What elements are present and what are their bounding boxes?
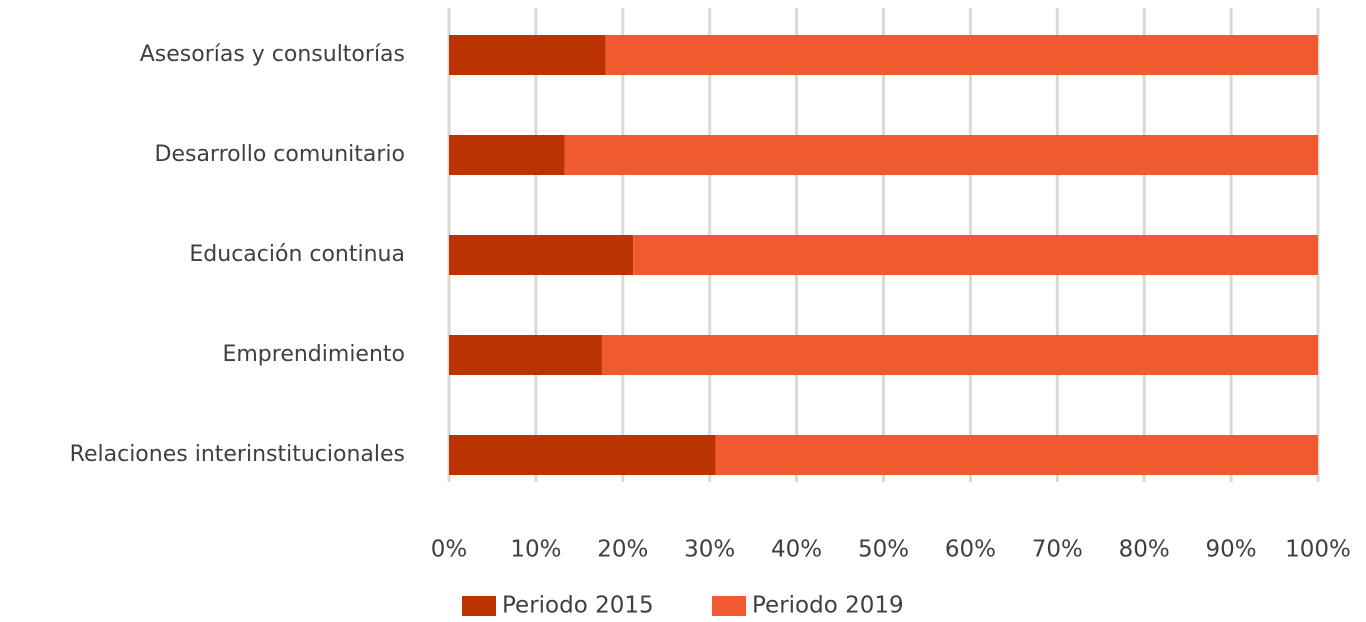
x-tick-label: 70% xyxy=(1032,537,1083,563)
x-tick-label: 100% xyxy=(1285,537,1351,563)
x-tick-label: 20% xyxy=(597,537,648,563)
bar-segment xyxy=(715,435,1318,475)
bar-segment xyxy=(633,235,1318,275)
y-tick-label: Asesorías y consultorías xyxy=(140,42,405,67)
x-tick-label: 80% xyxy=(1119,537,1170,563)
y-tick-label: Educación continua xyxy=(189,242,405,267)
x-tick-label: 0% xyxy=(431,537,468,563)
legend-label: Periodo 2019 xyxy=(752,593,904,619)
legend-swatch xyxy=(462,596,496,616)
bar-segment xyxy=(605,35,1318,75)
bar-segment xyxy=(449,35,606,75)
bar-segment xyxy=(449,135,565,175)
legend-label: Periodo 2015 xyxy=(502,593,654,619)
x-tick-label: 50% xyxy=(858,537,909,563)
x-tick-label: 40% xyxy=(771,537,822,563)
bar-segment xyxy=(564,135,1318,175)
x-tick-label: 90% xyxy=(1206,537,1257,563)
y-tick-label: Emprendimiento xyxy=(222,342,405,367)
y-tick-label: Desarrollo comunitario xyxy=(155,142,406,167)
bar-segment xyxy=(449,235,634,275)
legend-swatch xyxy=(712,596,746,616)
x-tick-label: 30% xyxy=(684,537,735,563)
x-tick-label: 60% xyxy=(945,537,996,563)
y-tick-label: Relaciones interinstitucionales xyxy=(70,442,405,467)
bar-segment xyxy=(449,335,602,375)
bar-segment xyxy=(601,335,1318,375)
x-tick-label: 10% xyxy=(510,537,561,563)
bar-segment xyxy=(449,435,716,475)
